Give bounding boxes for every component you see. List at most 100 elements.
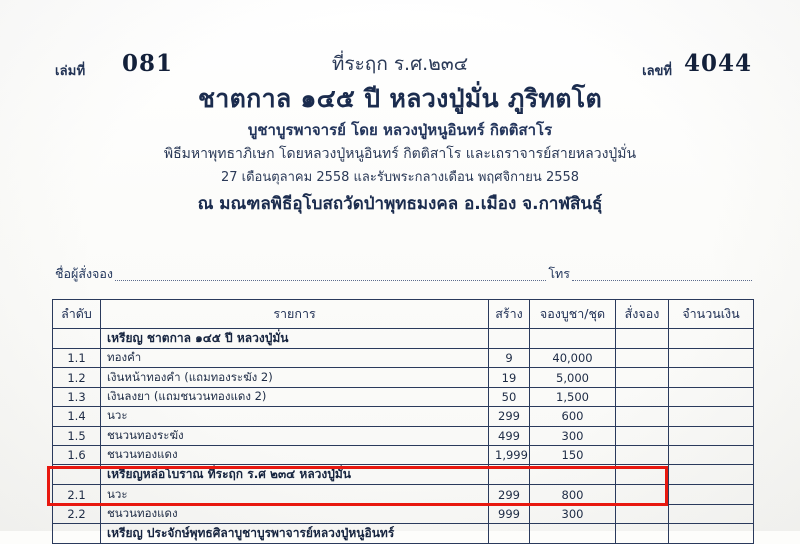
cell-made (488, 328, 530, 349)
cell-index: 1.1 (52, 347, 101, 369)
ceremony-venue: ณ มณฑลพิธีอุโบสถวัดป่าพุทธมงคล อ.เมือง จ… (197, 193, 603, 214)
cell-index: 2.1 (52, 484, 101, 505)
cell-price: 40,000 (529, 347, 616, 369)
order-table-wrap: ลำดับ รายการ สร้าง จองบูชา/ชุด สั่งจอง จ… (52, 299, 754, 544)
cell-order-qty[interactable] (615, 367, 669, 388)
cell-made: 9 (488, 347, 530, 369)
cell-index (52, 523, 101, 544)
cell-amount[interactable] (668, 367, 754, 388)
cell-made: 1,999 (488, 444, 530, 466)
table-row: 1.5 ชนวนทองระฆัง 499 300 (52, 425, 754, 446)
col-header-made: สร้าง (488, 299, 530, 329)
phone-input[interactable] (572, 279, 752, 281)
cell-item: นวะ (100, 406, 489, 427)
subscriber-line: ชื่อผู้สั่งจอง โทร (55, 266, 754, 284)
cell-amount[interactable] (668, 328, 754, 349)
cell-order-qty[interactable] (615, 406, 669, 427)
cell-price: 600 (529, 406, 616, 427)
cell-index: 1.4 (52, 406, 101, 427)
cell-made: 19 (488, 367, 530, 388)
cell-amount[interactable] (668, 386, 754, 408)
title-subtitle-1: บูชาบูรพาจารย์ โดย หลวงปู่หนูอินทร์ กิตต… (247, 120, 553, 139)
table-row: 1.6 ชนวนทองแดง 1,999 150 (52, 444, 754, 466)
cell-made: 299 (488, 406, 530, 427)
cell-item: เหรียญ ประจักษ์พุทธศิลาบูชาบูรพาจารย์หลว… (100, 523, 489, 544)
cell-item: นวะ (100, 484, 489, 505)
cell-price (529, 523, 616, 544)
document-topline: เล่มที่ 081 ที่ระฤก ร.ศ.๒๓๔ เลขที่ 4044 (0, 46, 800, 82)
cell-amount[interactable] (668, 347, 754, 369)
cell-order-qty[interactable] (615, 503, 669, 525)
cell-order-qty[interactable] (615, 523, 669, 544)
cell-index (52, 464, 101, 486)
cell-item: ชนวนทองแดง (100, 444, 489, 466)
cell-item: เงินลงยา (แถมชนวนทองแดง 2) (100, 386, 489, 408)
cell-order-qty[interactable] (615, 444, 669, 466)
cell-price: 300 (529, 503, 616, 525)
cell-made (488, 523, 530, 544)
title-block: ชาตกาล ๑๔๕ ปี หลวงปู่มั่น ภูริทตโต บูชาบ… (0, 84, 800, 214)
table-group-row: เหรียญหล่อโบราณ ที่ระฤก ร.ศ ๒๓๔ หลวงปู่ม… (52, 464, 754, 486)
cell-price (529, 328, 616, 349)
table-row: 1.2 เงินหน้าทองคำ (แถมทองระฆัง 2) 19 5,000 (52, 367, 754, 388)
commemorative-line: ที่ระฤก ร.ศ.๒๓๔ (331, 53, 469, 75)
col-header-no: ลำดับ (52, 299, 101, 329)
cell-price: 300 (529, 425, 616, 446)
cell-amount[interactable] (668, 406, 754, 427)
cell-item: เหรียญหล่อโบราณ ที่ระฤก ร.ศ ๒๓๔ หลวงปู่ม… (100, 464, 489, 486)
col-header-order: สั่งจอง (615, 299, 669, 329)
cell-order-qty[interactable] (615, 425, 669, 446)
cell-amount[interactable] (668, 484, 754, 505)
cell-amount[interactable] (668, 425, 754, 446)
cell-price (529, 464, 616, 486)
col-header-price: จองบูชา/ชุด (529, 299, 616, 329)
col-header-item: รายการ (100, 299, 489, 329)
cell-index: 1.6 (52, 444, 101, 466)
serial-number-value: 4044 (683, 50, 752, 77)
cell-order-qty[interactable] (615, 328, 669, 349)
cell-amount[interactable] (668, 523, 754, 544)
cell-made: 999 (488, 503, 530, 525)
cell-amount[interactable] (668, 464, 754, 486)
cell-made: 299 (488, 484, 530, 505)
order-table-body: เหรียญ ชาตกาล ๑๔๕ ปี หลวงปู่มั่น 1.1 ทองคำ… (52, 328, 754, 544)
subscriber-name-input[interactable] (114, 279, 547, 281)
ceremony-date: 27 เดือนตุลาคม 2558 และรับพระกลางเดือน พ… (220, 170, 580, 186)
cell-price: 150 (529, 444, 616, 466)
table-row: 1.3 เงินลงยา (แถมชนวนทองแดง 2) 50 1,500 (52, 386, 754, 408)
page-title: ชาตกาล ๑๔๕ ปี หลวงปู่มั่น ภูริทตโต (198, 84, 602, 113)
cell-price: 1,500 (529, 386, 616, 408)
table-row: 1.1 ทองคำ 9 40,000 (52, 347, 754, 369)
cell-index: 1.5 (52, 425, 101, 446)
col-header-amount: จำนวนเงิน (668, 299, 754, 329)
table-header-row: ลำดับ รายการ สร้าง จองบูชา/ชุด สั่งจอง จ… (52, 299, 754, 329)
serial-number-label: เลขที่ (642, 64, 672, 79)
volume-number: 081 (122, 50, 174, 77)
cell-made (488, 464, 530, 486)
cell-index (52, 328, 101, 349)
volume-label: เล่มที่ (55, 64, 86, 79)
order-form-sheet: เล่มที่ 081 ที่ระฤก ร.ศ.๒๓๔ เลขที่ 4044 … (0, 46, 800, 544)
cell-item: ชนวนทองระฆัง (100, 425, 489, 446)
cell-index: 1.2 (52, 367, 101, 388)
cell-amount[interactable] (668, 503, 754, 525)
cell-order-qty[interactable] (615, 464, 669, 486)
cell-order-qty[interactable] (615, 347, 669, 369)
order-table: ลำดับ รายการ สร้าง จองบูชา/ชุด สั่งจอง จ… (52, 299, 754, 544)
cell-price: 800 (529, 484, 616, 505)
cell-made: 499 (488, 425, 530, 446)
table-row: 2.2 ชนวนทองแดง 999 300 (52, 503, 754, 525)
cell-item: ชนวนทองแดง (100, 503, 489, 525)
table-row: 1.4 นวะ 299 600 (52, 406, 754, 427)
cell-order-qty[interactable] (615, 484, 669, 505)
title-subtitle-2: พิธีมหาพุทธาภิเษก โดยหลวงปู่หนูอินทร์ กิ… (163, 145, 637, 162)
cell-order-qty[interactable] (615, 386, 669, 408)
cell-amount[interactable] (668, 444, 754, 466)
cell-index: 1.3 (52, 386, 101, 408)
subscriber-name-label: ชื่อผู้สั่งจอง (55, 266, 113, 281)
cell-index: 2.2 (52, 503, 101, 525)
cell-item: เงินหน้าทองคำ (แถมทองระฆัง 2) (100, 367, 489, 388)
cell-price: 5,000 (529, 367, 616, 388)
cell-item: ทองคำ (100, 347, 489, 369)
table-row: 2.1 นวะ 299 800 (52, 484, 754, 505)
